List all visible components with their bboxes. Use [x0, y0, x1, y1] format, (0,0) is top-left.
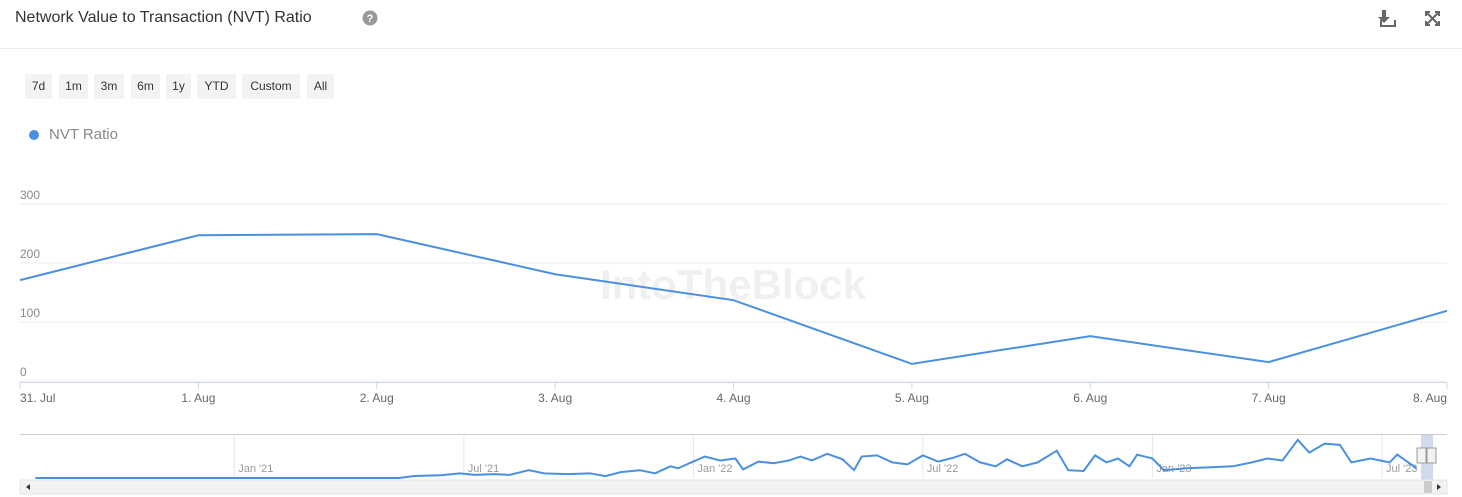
button-bg: [25, 74, 52, 99]
range-button[interactable]: 6m: [131, 74, 160, 99]
button-label: YTD: [205, 79, 229, 93]
range-button[interactable]: 1m: [59, 74, 88, 99]
legend-marker: [29, 130, 39, 140]
data-line: [19, 233, 1448, 365]
legend[interactable]: NVT Ratio: [29, 126, 118, 143]
button-label: 6m: [137, 79, 154, 93]
button-label: 3m: [101, 79, 118, 93]
scroll-right[interactable]: [1437, 484, 1441, 490]
y-tick-label: 100: [20, 306, 40, 320]
navigator-tick-label: Jan '22: [697, 463, 732, 475]
button-bg: [131, 74, 160, 99]
fullscreen-icon[interactable]: [1425, 11, 1440, 26]
scrollbar-thumb[interactable]: [1424, 481, 1432, 493]
navigator-tick-label: Jul '22: [927, 463, 958, 475]
button-bg: [59, 74, 88, 99]
x-tick-label: 4. Aug: [716, 391, 750, 405]
button-label: 1m: [65, 79, 82, 93]
navigator-tick-label: Jul '23: [1386, 463, 1417, 475]
y-tick-label: 300: [20, 188, 40, 202]
scroll-left[interactable]: [26, 484, 30, 490]
button-label: All: [314, 79, 327, 93]
chart-title: Network Value to Transaction (NVT) Ratio: [15, 9, 312, 26]
x-tick-label: 1. Aug: [181, 391, 215, 405]
x-tick-label: 2. Aug: [360, 391, 394, 405]
data-line: [35, 438, 1417, 479]
range-button[interactable]: 3m: [94, 74, 124, 99]
x-tick-label: 6. Aug: [1073, 391, 1107, 405]
range-button[interactable]: 7d: [25, 74, 52, 99]
help-icon[interactable]: ?: [362, 10, 378, 26]
x-tick-label: 7. Aug: [1252, 391, 1286, 405]
x-tick-label: 31. Jul: [20, 391, 55, 405]
button-bg: [166, 74, 191, 99]
button-label: 1y: [172, 79, 185, 93]
y-tick-label: 0: [20, 365, 27, 379]
scrollbar-track[interactable]: [19, 479, 1448, 495]
button-bg: [94, 74, 124, 99]
x-tick-label: 8. Aug: [1413, 391, 1447, 405]
range-button[interactable]: 1y: [166, 74, 191, 99]
button-bg: [307, 74, 334, 99]
navigator-handle[interactable]: [1416, 447, 1427, 464]
navigator-tick-label: Jul '21: [468, 463, 499, 475]
x-tick-label: 3. Aug: [538, 391, 572, 405]
svg-text:?: ?: [367, 13, 374, 25]
x-tick-label: 5. Aug: [895, 391, 929, 405]
range-button[interactable]: YTD: [197, 74, 236, 99]
button-bg: [242, 74, 300, 99]
navigator-bg: [20, 434, 1447, 479]
button-label: 7d: [32, 79, 45, 93]
navigator-tick-label: Jan '21: [238, 463, 273, 475]
range-button[interactable]: Custom: [242, 74, 300, 99]
download-icon[interactable]: [1378, 10, 1396, 27]
button-bg: [197, 74, 236, 99]
y-tick-label: 200: [20, 247, 40, 261]
legend-label: NVT Ratio: [49, 126, 118, 143]
button-label: Custom: [250, 79, 291, 93]
range-button[interactable]: All: [307, 74, 334, 99]
navigator-handle[interactable]: [1426, 447, 1437, 464]
